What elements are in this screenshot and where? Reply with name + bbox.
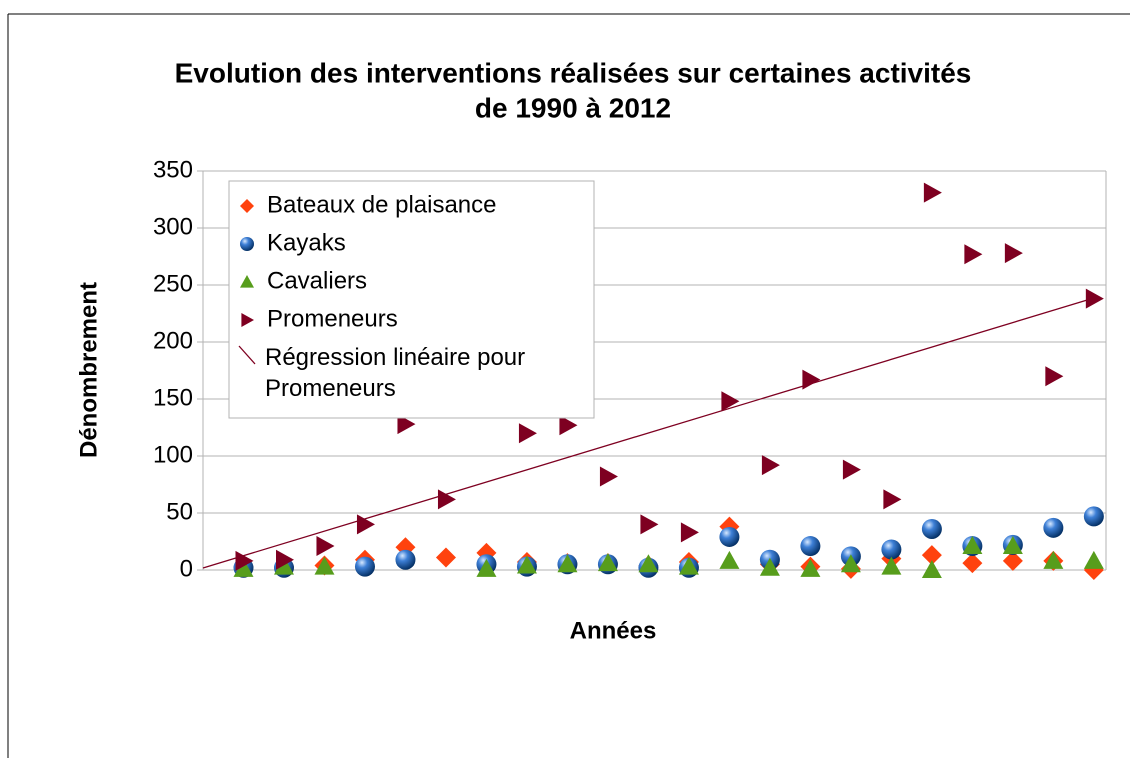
point [842,459,861,480]
legend-line [238,345,256,365]
y-tick-label: 250 [153,270,193,297]
point [840,554,861,573]
legend-trend-wrap: Régression linéaire pour Promeneurs [265,344,526,402]
point [1004,243,1023,264]
point [356,514,375,535]
point [275,549,294,570]
point [1043,517,1064,538]
point [437,489,456,510]
point [1002,536,1023,555]
point [881,556,902,575]
point [800,558,821,577]
legend-marker [241,313,254,327]
point [518,423,537,444]
point [435,547,456,568]
x-axis-label: Années [570,617,657,644]
point [1083,506,1104,527]
y-tick-label: 100 [153,441,193,468]
point [881,539,902,560]
legend-marker [240,275,254,288]
trendline [202,297,1095,569]
point [1043,550,1064,569]
point [233,558,254,577]
legend-marker [240,199,254,213]
chart-title: Evolution des interventions réalisées su… [175,57,972,88]
point [354,556,375,577]
y-tick-label: 0 [180,555,193,582]
point [599,466,618,487]
point [923,182,942,203]
point [761,455,780,476]
point [800,536,821,557]
legend-box [228,180,595,419]
legend-label: Promeneurs [267,305,398,332]
point [1085,288,1104,309]
point [1045,366,1064,387]
legend-label: Kayaks [267,229,346,256]
point [395,549,416,570]
legend-label: Régression linéaire pour Promeneurs [265,344,526,402]
point [638,554,659,573]
point [235,550,254,571]
point [883,489,902,510]
point [1083,550,1104,569]
point [559,415,578,436]
point [680,522,699,543]
legend-marker [240,237,254,251]
point [921,545,942,566]
point [921,560,942,578]
point [962,553,983,574]
point [719,550,740,569]
point [476,558,497,577]
y-tick-label: 300 [153,213,193,240]
point [316,536,335,557]
point [1002,550,1023,571]
legend-label: Cavaliers [267,267,367,294]
point [314,556,335,575]
legend-label: Bateaux de plaisance [267,191,497,218]
y-tick-label: 50 [166,498,193,525]
point [721,391,740,412]
y-tick-label: 150 [153,384,193,411]
point [678,556,699,575]
point [719,526,740,547]
point [397,414,416,435]
point [962,536,983,555]
point [964,244,983,265]
y-tick-label: 350 [153,156,193,183]
point [759,557,780,576]
chart-title: de 1990 à 2012 [475,92,671,123]
point [557,554,578,573]
point [273,556,294,575]
y-axis-label: Dénombrement [75,282,102,458]
point [921,518,942,539]
point [640,514,659,535]
point [802,369,821,390]
point [516,555,537,574]
point [597,553,618,572]
y-tick-label: 200 [153,327,193,354]
